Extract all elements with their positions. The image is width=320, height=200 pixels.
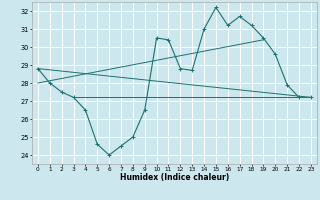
X-axis label: Humidex (Indice chaleur): Humidex (Indice chaleur): [120, 173, 229, 182]
